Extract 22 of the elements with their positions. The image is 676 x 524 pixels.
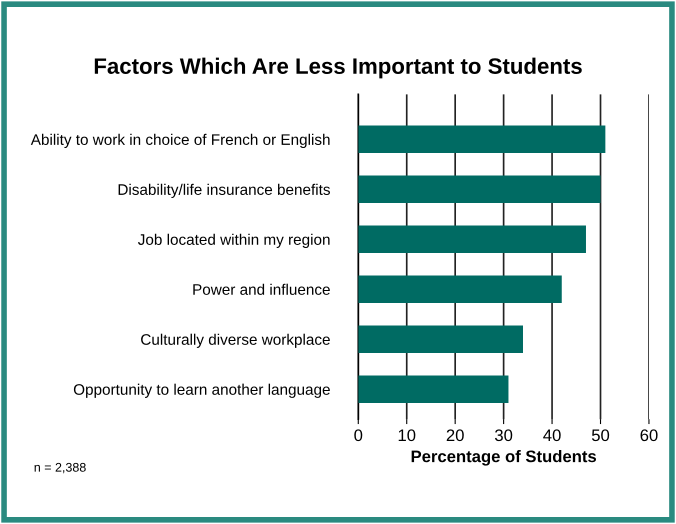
chart-title: Factors Which Are Less Important to Students: [94, 58, 582, 78]
y-tick-label: Culturally diverse workplace: [141, 334, 330, 348]
bar: [358, 126, 606, 154]
x-tick-label: 60: [640, 429, 658, 442]
x-tick-label: 0: [354, 429, 362, 442]
bar: [358, 226, 586, 254]
x-tick-label: 50: [592, 429, 610, 442]
x-axis-title: Percentage of Students: [412, 450, 596, 466]
x-tick-label: 10: [398, 429, 416, 442]
y-tick-label: Opportunity to learn another language: [74, 384, 330, 398]
bar: [358, 276, 562, 303]
y-tick-label: Ability to work in choice of French or English: [30, 134, 330, 148]
y-tick-label: Disability/life insurance benefits: [118, 184, 330, 198]
x-tick-label: 30: [494, 429, 512, 442]
bar: [358, 375, 508, 403]
text: n = 2,388: [34, 462, 86, 474]
x-tick-label: 20: [446, 429, 464, 442]
bar: [358, 176, 601, 204]
y-tick-label: Power and influence: [193, 284, 330, 295]
x-tick-label: 40: [543, 429, 561, 442]
bar: [358, 325, 523, 353]
y-tick-label: Job located within my region: [138, 234, 330, 248]
